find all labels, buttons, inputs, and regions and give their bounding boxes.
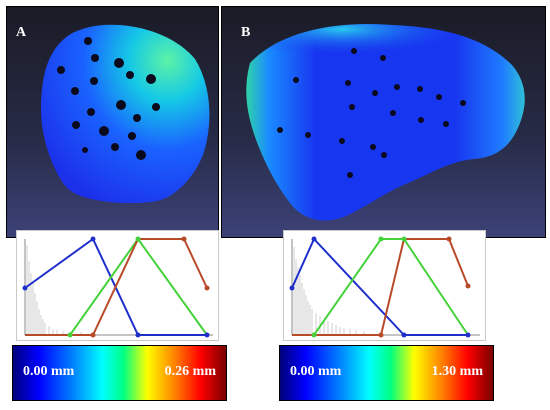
panel-b-label: B: [241, 25, 251, 40]
control-points-b[interactable]: [289, 236, 471, 338]
transfer-function-b: [283, 230, 486, 341]
implant-a-holes: [57, 37, 160, 160]
transfer-function-a: [16, 230, 219, 341]
histogram-a: [26, 245, 82, 335]
panel-a-render: [41, 24, 210, 204]
panel-a: A: [6, 6, 219, 238]
colorbar-a: 0.00 mm 0.26 mm: [12, 345, 227, 401]
control-points-a[interactable]: [22, 236, 210, 338]
implant-b-holes: [277, 48, 466, 178]
colorbar-a-min-label: 0.00 mm: [23, 364, 75, 379]
panel-b-render: [246, 24, 525, 221]
colorbar-b-min-label: 0.00 mm: [290, 364, 342, 379]
implant-b-highlight: [250, 24, 512, 77]
panel-a-label: A: [16, 25, 27, 40]
colorbar-a-max-label: 0.26 mm: [164, 364, 216, 379]
implant-a-shape: [41, 24, 210, 204]
colorbar-b: 0.00 mm 1.30 mm: [279, 345, 494, 401]
panel-b: B: [221, 6, 546, 238]
colorbar-b-max-label: 1.30 mm: [431, 364, 483, 379]
